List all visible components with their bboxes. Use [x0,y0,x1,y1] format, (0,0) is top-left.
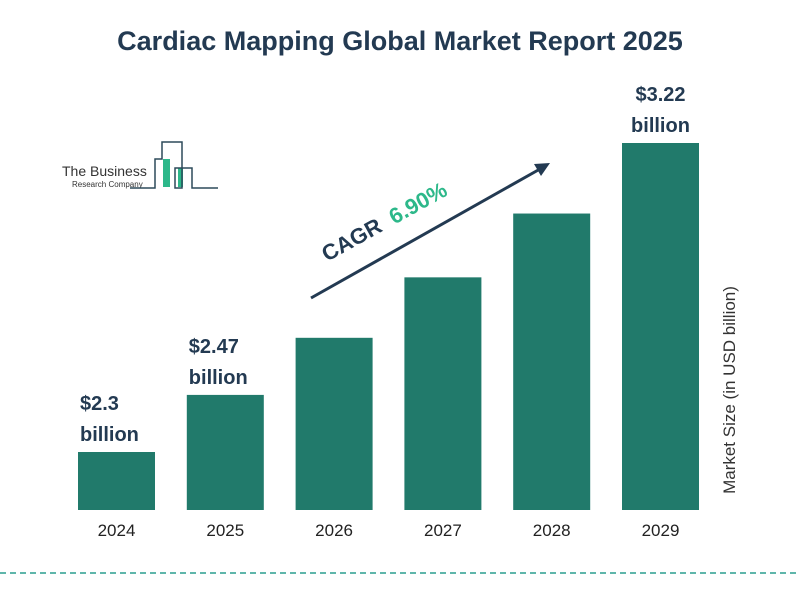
logo-outline-icon [130,141,218,189]
cagr-label: CAGR [317,213,386,266]
bar-2024 [78,452,155,510]
x-tick-label: 2028 [533,521,571,540]
logo-bar-icon [163,159,170,187]
data-label: billion [631,115,690,137]
logo-line1: The Business [62,163,147,179]
data-label: billion [189,367,248,389]
data-label: $2.3 [80,393,119,415]
x-tick-label: 2025 [206,521,244,540]
data-label: $2.47 [189,336,239,358]
data-label: billion [80,424,139,446]
logo-line2: Research Company [72,180,143,189]
x-tick-label: 2027 [424,521,462,540]
svg-text:CAGR 6.90%: CAGR 6.90% [317,177,451,266]
cagr-value: 6.90% [385,177,452,229]
logo-bar-icon [178,168,183,187]
logo: The Business Research Company [62,141,218,189]
bar-2027 [404,277,482,510]
bar-2026 [295,337,373,510]
chart-title: Cardiac Mapping Global Market Report 202… [117,26,683,56]
y-axis-label: Market Size (in USD billion) [720,286,739,494]
x-tick-label: 2026 [315,521,353,540]
bar-2025 [186,394,264,510]
bar-2028 [513,213,591,511]
x-tick-label: 2029 [642,521,680,540]
cagr-arrowhead-icon [534,163,550,176]
data-label: $3.22 [635,84,685,106]
cagr-arrow-icon [310,167,541,300]
bar-2029 [622,143,699,510]
x-tick-label: 2024 [98,521,136,540]
